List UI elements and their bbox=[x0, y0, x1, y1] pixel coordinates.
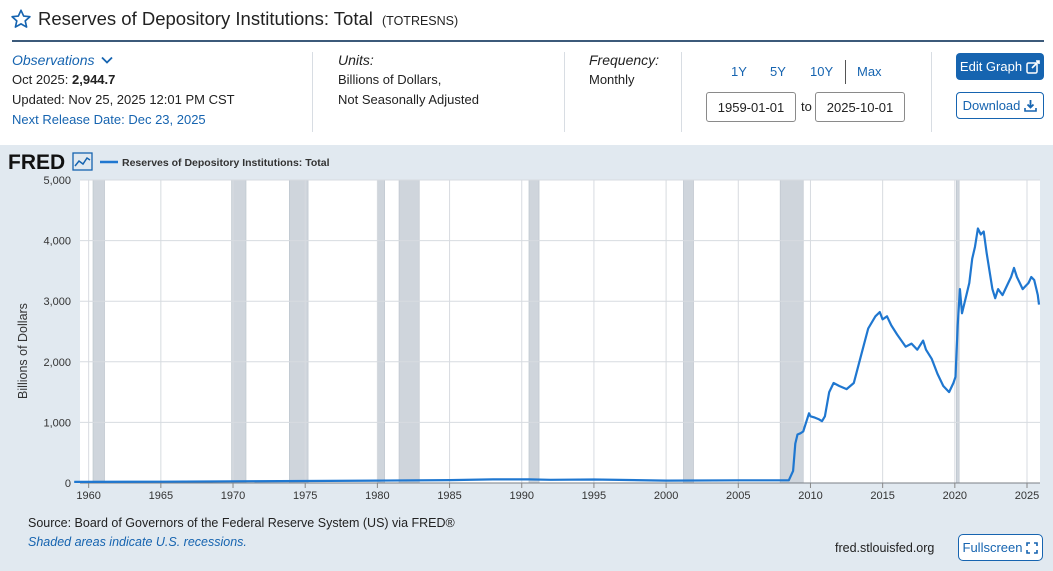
recession-band bbox=[779, 179, 804, 484]
frequency-panel: Frequency: Monthly bbox=[589, 50, 659, 90]
chevron-down-icon bbox=[101, 56, 114, 64]
download-button[interactable]: Download bbox=[956, 92, 1044, 119]
x-tick-label: 1995 bbox=[582, 490, 606, 502]
updated-text: Updated: Nov 25, 2025 12:01 PM CST bbox=[12, 92, 235, 107]
frequency-value: Monthly bbox=[589, 72, 635, 87]
range-separator bbox=[845, 60, 846, 84]
page-title: Reserves of Depository Institutions: Tot… bbox=[38, 8, 458, 30]
recession-band bbox=[528, 179, 540, 484]
download-label: Download bbox=[962, 98, 1021, 113]
chart[interactable]: FRED Reserves of Depository Institutions… bbox=[0, 145, 1053, 571]
recession-band bbox=[231, 179, 247, 484]
x-tick-label: 2020 bbox=[943, 490, 967, 502]
y-tick-label: 4,000 bbox=[43, 236, 71, 248]
legend-label: Reserves of Depository Institutions: Tot… bbox=[122, 157, 330, 169]
fred-logo-text: FRED bbox=[8, 151, 65, 174]
divider bbox=[931, 52, 932, 132]
units-label: Units: bbox=[338, 52, 374, 68]
x-tick-label: 2005 bbox=[726, 490, 750, 502]
fullscreen-icon bbox=[1026, 541, 1039, 554]
next-release-link[interactable]: Next Release Date: Dec 23, 2025 bbox=[12, 112, 206, 127]
y-axis-label: Billions of Dollars bbox=[16, 303, 30, 399]
x-tick-label: 1960 bbox=[76, 490, 100, 502]
units-line-1: Billions of Dollars, bbox=[338, 72, 442, 87]
latest-observation: Oct 2025: 2,944.7 bbox=[12, 70, 235, 90]
frequency-label: Frequency: bbox=[589, 52, 660, 68]
divider bbox=[564, 52, 565, 132]
y-tick-label: 5,000 bbox=[43, 175, 71, 187]
divider bbox=[681, 52, 682, 132]
download-icon bbox=[1024, 100, 1038, 112]
y-tick-label: 1,000 bbox=[43, 417, 71, 429]
x-tick-label: 2015 bbox=[870, 490, 894, 502]
y-tick-label: 3,000 bbox=[43, 296, 71, 308]
divider bbox=[312, 52, 313, 132]
units-panel: Units: Billions of Dollars, Not Seasonal… bbox=[338, 50, 479, 110]
recession-band bbox=[683, 179, 694, 484]
x-tick-label: 1975 bbox=[293, 490, 317, 502]
x-tick-label: 1965 bbox=[149, 490, 173, 502]
header-divider bbox=[12, 40, 1044, 42]
x-tick-label: 1985 bbox=[437, 490, 461, 502]
recession-band bbox=[377, 179, 385, 484]
series-title: Reserves of Depository Institutions: Tot… bbox=[38, 8, 373, 29]
range-5y-button[interactable]: 5Y bbox=[770, 64, 786, 79]
recession-band bbox=[398, 179, 420, 484]
x-tick-label: 2000 bbox=[654, 490, 678, 502]
units-line-2: Not Seasonally Adjusted bbox=[338, 92, 479, 107]
x-tick-label: 1990 bbox=[510, 490, 534, 502]
start-date-input[interactable] bbox=[706, 92, 796, 122]
series-id: (TOTRESNS) bbox=[382, 14, 459, 28]
fred-url: fred.stlouisfed.org bbox=[835, 541, 935, 555]
y-tick-label: 2,000 bbox=[43, 357, 71, 369]
chart-legend: Reserves of Depository Institutions: Tot… bbox=[100, 157, 330, 169]
recession-note-link[interactable]: Shaded areas indicate U.S. recessions. bbox=[28, 535, 247, 549]
range-max-button[interactable]: Max bbox=[857, 64, 882, 79]
observation-value: 2,944.7 bbox=[72, 72, 116, 87]
title-bar: Reserves of Depository Institutions: Tot… bbox=[0, 0, 1053, 40]
fullscreen-label: Fullscreen bbox=[962, 540, 1023, 555]
end-date-input[interactable] bbox=[815, 92, 905, 122]
x-tick-label: 2010 bbox=[798, 490, 822, 502]
source-text: Source: Board of Governors of the Federa… bbox=[28, 516, 455, 530]
y-tick-label: 0 bbox=[65, 478, 71, 490]
fred-logo: FRED bbox=[8, 151, 93, 174]
series-line bbox=[74, 227, 1041, 483]
observations-label: Observations bbox=[12, 52, 95, 68]
observations-toggle[interactable]: Observations bbox=[12, 50, 235, 70]
fred-graph-icon bbox=[72, 152, 93, 171]
fullscreen-button[interactable]: Fullscreen bbox=[958, 534, 1043, 561]
observation-date: Oct 2025: bbox=[12, 72, 69, 87]
edit-icon bbox=[1026, 59, 1040, 74]
x-tick-label: 2025 bbox=[1015, 490, 1039, 502]
recession-band bbox=[92, 179, 105, 484]
date-range-to-label: to bbox=[801, 99, 812, 114]
observations-panel: Observations Oct 2025: 2,944.7 Updated: … bbox=[12, 50, 235, 130]
x-tick-label: 1970 bbox=[221, 490, 245, 502]
edit-graph-label: Edit Graph bbox=[959, 59, 1023, 74]
range-1y-button[interactable]: 1Y bbox=[731, 64, 747, 79]
range-10y-button[interactable]: 10Y bbox=[810, 64, 834, 79]
edit-graph-button[interactable]: Edit Graph bbox=[956, 53, 1044, 80]
x-tick-label: 1980 bbox=[365, 490, 389, 502]
graph-panel: FRED Reserves of Depository Institutions… bbox=[0, 145, 1053, 571]
star-icon[interactable] bbox=[10, 8, 32, 30]
